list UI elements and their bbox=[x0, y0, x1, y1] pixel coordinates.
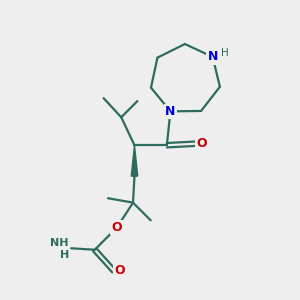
Text: O: O bbox=[196, 137, 207, 150]
Text: NH: NH bbox=[50, 238, 69, 248]
Text: H: H bbox=[221, 48, 229, 59]
Text: O: O bbox=[111, 221, 122, 234]
Text: N: N bbox=[165, 105, 176, 118]
Polygon shape bbox=[131, 145, 138, 176]
Text: N: N bbox=[208, 50, 218, 64]
Text: O: O bbox=[114, 264, 125, 278]
Text: H: H bbox=[60, 250, 69, 260]
